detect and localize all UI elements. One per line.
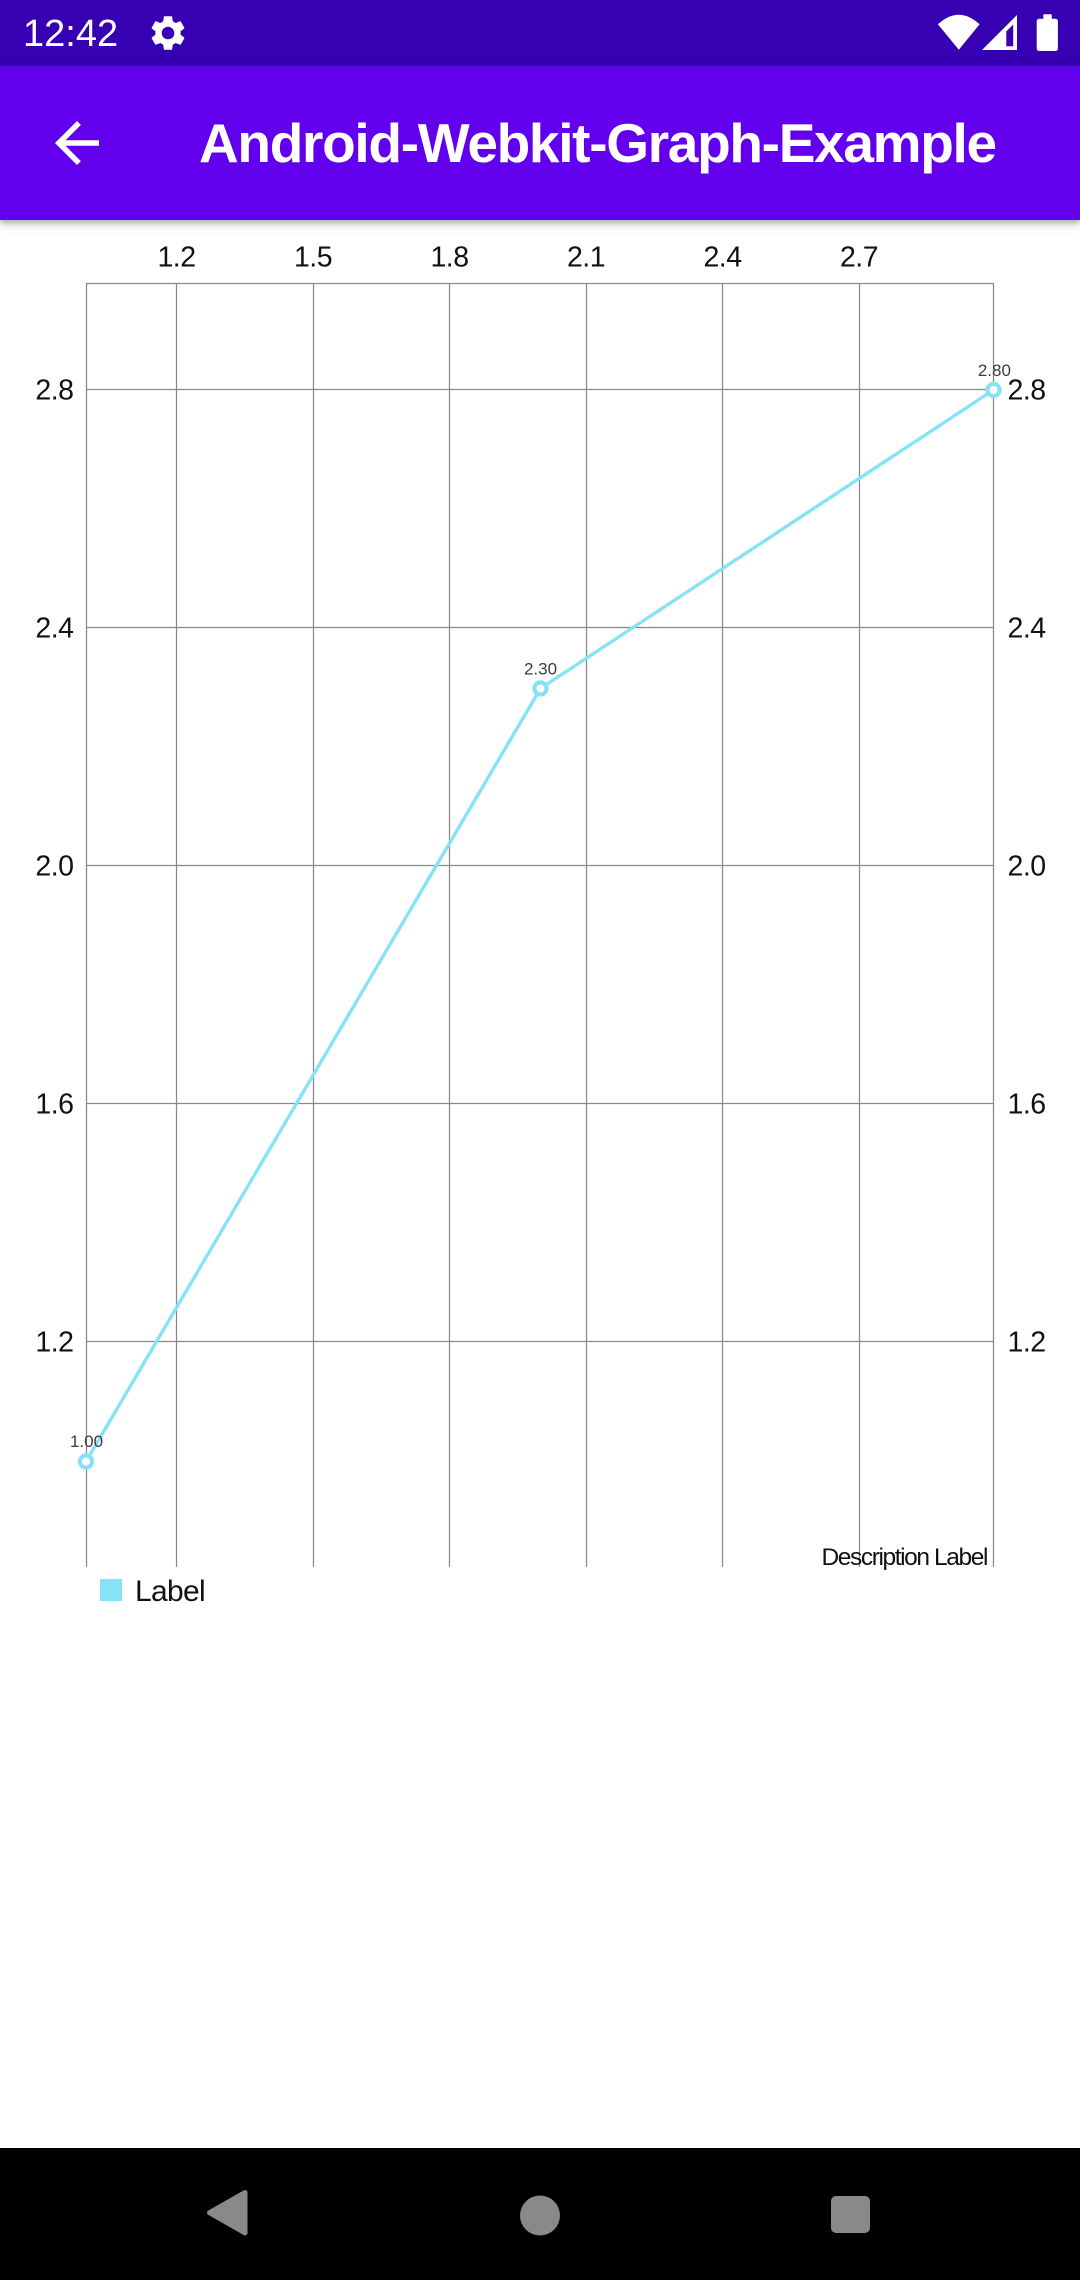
svg-text:2.4: 2.4 (703, 242, 742, 274)
svg-text:2.0: 2.0 (35, 851, 73, 883)
svg-text:2.0: 2.0 (1008, 851, 1046, 883)
svg-text:2.4: 2.4 (35, 613, 74, 645)
svg-text:2.1: 2.1 (567, 242, 605, 274)
svg-text:1.2: 1.2 (35, 1327, 73, 1359)
svg-text:1.00: 1.00 (70, 1432, 103, 1451)
svg-text:2.30: 2.30 (524, 660, 557, 679)
svg-text:2.8: 2.8 (1008, 375, 1046, 407)
svg-text:1.2: 1.2 (1008, 1327, 1046, 1359)
svg-text:Description Label: Description Label (821, 1544, 987, 1571)
svg-text:1.6: 1.6 (1008, 1089, 1046, 1121)
svg-text:1.5: 1.5 (294, 242, 332, 274)
svg-text:2.4: 2.4 (1008, 613, 1047, 645)
svg-text:1.6: 1.6 (35, 1089, 73, 1121)
svg-text:Label: Label (135, 1575, 205, 1608)
svg-text:1.2: 1.2 (157, 242, 195, 274)
svg-text:1.8: 1.8 (430, 242, 468, 274)
svg-text:2.7: 2.7 (840, 242, 878, 274)
svg-text:2.8: 2.8 (35, 375, 73, 407)
svg-text:2.80: 2.80 (978, 361, 1011, 380)
